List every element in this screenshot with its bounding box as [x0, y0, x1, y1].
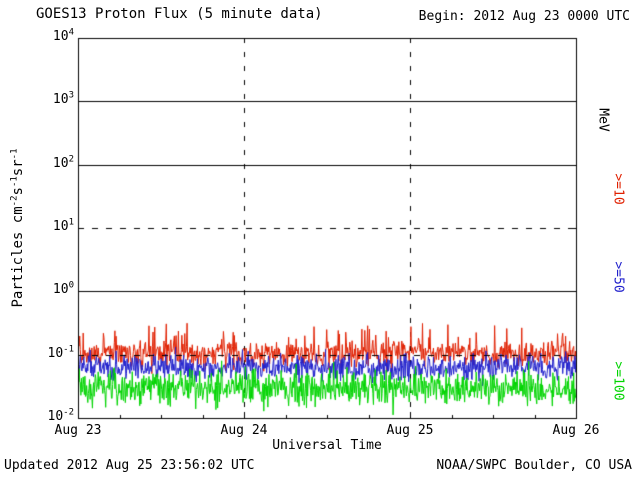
y-tick-label: 100 [52, 281, 74, 298]
series-label-ge50: >=50 [610, 261, 626, 293]
x-axis-title: Universal Time [272, 438, 382, 453]
series-label-ge100: >=100 [610, 361, 626, 401]
y-tick-label: 101 [52, 217, 74, 234]
x-tick-label: Aug 24 [220, 423, 268, 438]
y-tick-label: 10-2 [47, 407, 75, 424]
y-axis-label: Particles cm-2s-1sr-1 [9, 148, 26, 308]
x-tick-label: Aug 26 [552, 423, 600, 438]
updated-timestamp: Updated 2012 Aug 25 23:56:02 UTC [4, 458, 255, 473]
begin-timestamp: Begin: 2012 Aug 23 0000 UTC [418, 9, 630, 24]
x-tick-label: Aug 23 [54, 423, 102, 438]
y-tick-label: 10-1 [47, 344, 75, 361]
series-label-ge10: >=10 [610, 173, 626, 205]
y-tick-label: 103 [52, 91, 74, 108]
chart-title: GOES13 Proton Flux (5 minute data) [36, 6, 323, 22]
y-tick-label: 102 [52, 154, 74, 171]
x-tick-label: Aug 25 [386, 423, 434, 438]
credit-text: NOAA/SWPC Boulder, CO USA [436, 458, 632, 473]
right-axis-unit-label: MeV [595, 108, 611, 132]
y-tick-label: 104 [52, 27, 74, 44]
